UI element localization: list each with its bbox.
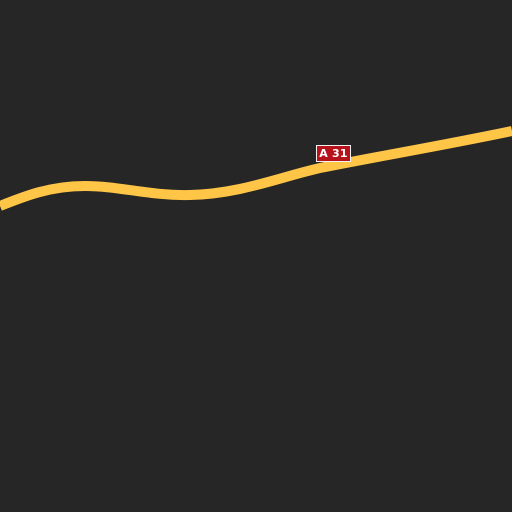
motorway-road-a31[interactable] xyxy=(0,126,512,211)
road-shield-a31: A 31 xyxy=(316,145,351,162)
